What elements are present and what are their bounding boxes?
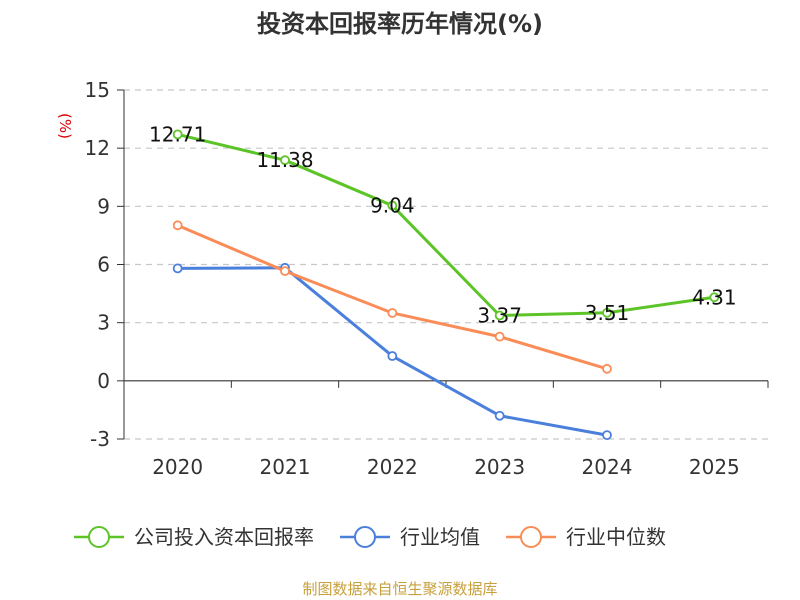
source-text: 制图数据来自恒生聚源数据库 (302, 580, 497, 598)
data-point (387, 351, 398, 361)
y-tick-label: 0 (97, 369, 110, 393)
series-group (172, 129, 720, 441)
legend-item-1: 行业均值 (340, 525, 480, 549)
data-label: 9.04 (370, 194, 415, 218)
y-axis-label: (%) (56, 113, 74, 139)
legend-label: 行业中位数 (566, 525, 666, 549)
data-point (602, 430, 612, 441)
y-tick-label: 6 (97, 253, 110, 277)
axes: 15 12 9 6 3 0 -3 2020 2021 2022 2023 2024 2025 (85, 78, 769, 479)
x-tick-label: 2023 (474, 455, 525, 479)
data-label: 11.38 (256, 148, 313, 172)
series-line-2 (177, 223, 608, 371)
data-point (602, 307, 612, 318)
legend-item-0: 公司投入资本回报率 (74, 525, 314, 549)
data-point (172, 220, 183, 231)
data-point (494, 410, 505, 421)
legend: 公司投入资本回报率 行业均值 行业中位数 (74, 525, 666, 549)
legend-marker (354, 526, 376, 548)
legend-marker (88, 526, 110, 548)
data-label: 3.37 (477, 303, 522, 327)
data-label: 4.31 (692, 285, 737, 309)
x-tick-label: 2021 (260, 455, 311, 479)
x-tick-label: 2024 (582, 455, 633, 479)
data-point (494, 310, 505, 321)
data-point (709, 292, 720, 303)
data-point (172, 129, 183, 140)
data-point (602, 363, 612, 374)
data-point (387, 200, 398, 211)
data-label: 12.71 (149, 122, 206, 146)
y-tick-label: -3 (90, 427, 110, 451)
legend-label: 公司投入资本回报率 (134, 525, 314, 549)
x-tick-label: 2020 (152, 455, 203, 479)
data-labels: 12.71 11.38 9.04 3.37 3.51 4.31 (149, 122, 737, 327)
data-point (280, 155, 290, 166)
data-point (172, 263, 183, 274)
data-point (280, 266, 290, 276)
legend-label: 行业均值 (400, 525, 480, 549)
y-tick-label: 15 (85, 78, 110, 102)
legend-marker (520, 526, 542, 548)
x-tick-label: 2025 (689, 455, 740, 479)
y-tick-label: 9 (97, 194, 110, 218)
data-label: 3.51 (585, 301, 630, 325)
legend-item-2: 行业中位数 (506, 525, 666, 549)
chart-title: 投资本回报率历年情况(%) (257, 10, 543, 38)
grid-lines (124, 89, 768, 440)
x-tick-label: 2022 (367, 455, 418, 479)
y-tick-label: 3 (97, 311, 110, 335)
series-line-0 (177, 132, 715, 317)
y-tick-label: 12 (85, 136, 110, 160)
data-point (494, 331, 505, 342)
data-point (387, 308, 398, 318)
